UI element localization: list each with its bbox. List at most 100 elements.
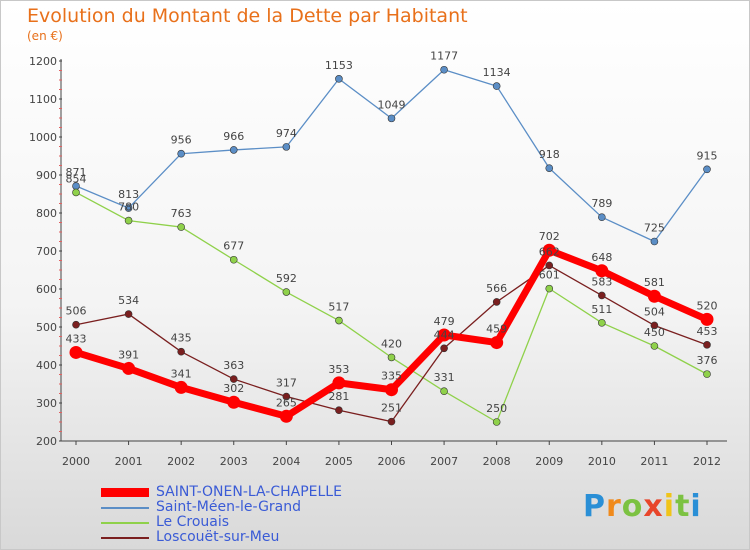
logo-letter: P — [583, 489, 606, 524]
y-tick-label: 300 — [36, 397, 57, 410]
data-point — [282, 143, 291, 151]
data-point — [492, 298, 501, 306]
data-label: 363 — [223, 359, 244, 372]
x-tick-label: 2008 — [483, 455, 511, 468]
data-point — [335, 406, 343, 415]
data-label: 763 — [171, 207, 192, 220]
data-label: 1049 — [378, 98, 406, 111]
data-point — [177, 223, 185, 231]
data-point — [650, 321, 659, 330]
logo-letter: x — [643, 489, 664, 524]
data-point — [335, 316, 343, 325]
data-point — [332, 376, 346, 390]
y-tick-label: 1000 — [29, 131, 57, 144]
data-label: 677 — [223, 240, 244, 253]
data-label: 789 — [591, 197, 612, 210]
logo-letter: r — [606, 489, 622, 524]
data-point — [387, 417, 396, 426]
data-point — [124, 216, 133, 225]
legend-swatch — [101, 537, 149, 539]
legend-label: Le Crouais — [156, 514, 230, 530]
data-point — [700, 312, 714, 326]
data-label: 1153 — [325, 59, 353, 72]
data-label: 534 — [118, 294, 139, 307]
x-tick-label: 2012 — [693, 455, 721, 468]
data-label: 581 — [644, 276, 665, 289]
data-point — [177, 149, 185, 158]
data-point — [177, 347, 185, 356]
data-point — [335, 75, 343, 83]
data-point — [229, 255, 238, 264]
data-point — [282, 288, 291, 296]
data-labels-layer: 871 813 956 966 974 1153 1049 1177 1134 918 789 725… — [66, 50, 718, 415]
data-label: 974 — [276, 127, 297, 140]
data-label: 435 — [171, 332, 192, 345]
data-point — [650, 237, 659, 246]
data-point — [385, 383, 398, 397]
y-tick-label: 400 — [36, 359, 57, 372]
data-label: 335 — [381, 370, 402, 383]
data-label: 813 — [118, 188, 139, 201]
data-label: 520 — [697, 299, 718, 312]
data-label: 376 — [697, 354, 718, 367]
data-label: 420 — [381, 337, 402, 350]
data-label: 601 — [539, 269, 560, 282]
data-point — [490, 336, 504, 350]
axes: 200 300 400 500 600 700 800 900 1000 1100 1200 2000… — [29, 55, 727, 468]
x-tick-label: 2011 — [640, 455, 668, 468]
data-label: 433 — [66, 332, 87, 345]
data-label: 353 — [328, 363, 349, 376]
data-point — [545, 164, 554, 172]
data-label: 854 — [66, 172, 87, 185]
data-point — [492, 418, 501, 426]
data-label: 453 — [697, 325, 718, 338]
legend-swatch — [101, 522, 149, 524]
data-point — [598, 319, 606, 327]
data-label: 780 — [118, 201, 139, 214]
x-tick-label: 2010 — [588, 455, 616, 468]
data-label: 302 — [223, 382, 244, 395]
data-label: 479 — [434, 315, 455, 328]
x-tick-label: 2006 — [378, 455, 406, 468]
x-tick-label: 2004 — [272, 455, 300, 468]
data-point — [72, 320, 80, 329]
x-tick-label: 2003 — [220, 455, 248, 468]
data-point — [440, 65, 448, 74]
data-label: 702 — [539, 230, 560, 243]
data-label: 592 — [276, 272, 297, 285]
data-point — [279, 409, 293, 423]
logo-letter: o — [621, 489, 644, 524]
data-label: 331 — [434, 371, 455, 384]
data-point — [124, 204, 133, 212]
data-point — [437, 328, 451, 342]
data-point — [229, 146, 238, 154]
data-point — [542, 243, 556, 257]
data-point — [492, 82, 501, 90]
x-tick-label: 2001 — [115, 455, 143, 468]
data-label: 648 — [591, 251, 612, 264]
data-label: 1134 — [483, 66, 511, 79]
logo-letter: t — [675, 489, 691, 524]
y-tick-label: 1200 — [29, 55, 57, 68]
data-label: 915 — [697, 149, 718, 162]
data-point — [545, 284, 554, 293]
data-point — [650, 342, 659, 350]
y-tick-label: 700 — [36, 245, 57, 258]
data-point — [703, 165, 711, 174]
data-point — [647, 289, 661, 303]
data-label: 459 — [486, 323, 507, 336]
data-point — [595, 264, 609, 278]
data-label: 251 — [381, 402, 402, 415]
data-label: 583 — [591, 275, 612, 288]
legend-swatch — [101, 488, 149, 497]
legend-label: SAINT-ONEN-LA-CHAPELLE — [156, 484, 342, 500]
data-point — [440, 344, 448, 353]
x-tick-label: 2007 — [430, 455, 458, 468]
data-label: 265 — [276, 396, 297, 409]
data-label: 1177 — [430, 50, 458, 63]
data-label: 317 — [276, 377, 297, 390]
data-point — [387, 114, 396, 123]
data-label: 450 — [644, 326, 665, 339]
logo-letter: i — [663, 489, 676, 524]
